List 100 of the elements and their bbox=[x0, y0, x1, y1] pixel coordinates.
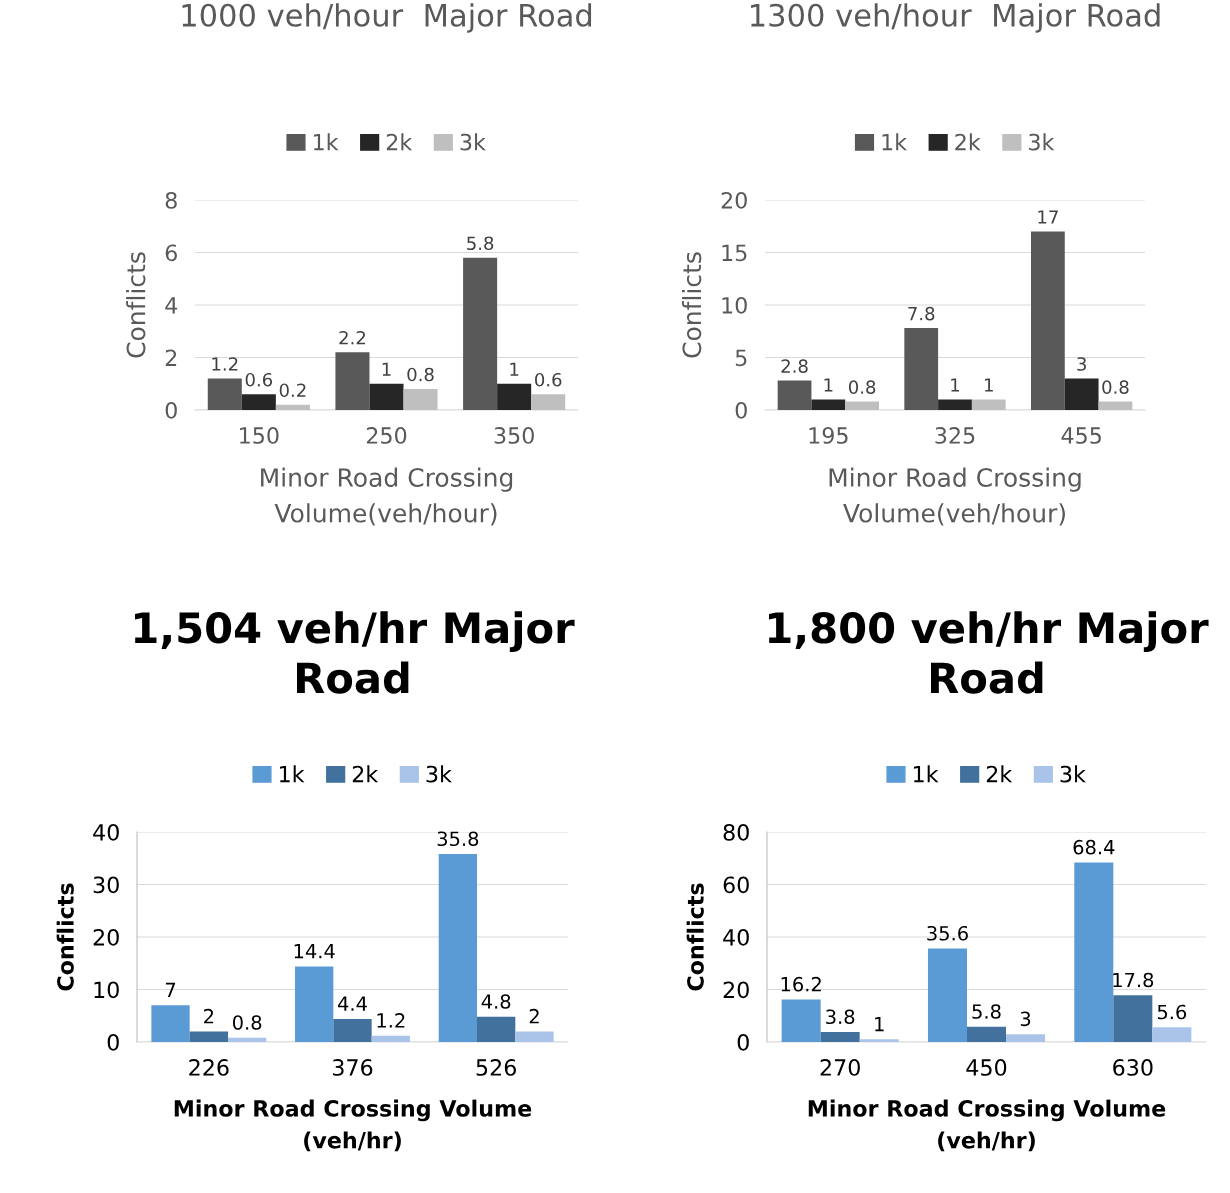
legend-label: 2k bbox=[986, 765, 1013, 783]
y-axis-title: Conflicts bbox=[686, 883, 704, 991]
data-label: 0.8 bbox=[232, 1015, 262, 1030]
y-tick-label: 20 bbox=[723, 981, 749, 999]
bar bbox=[811, 399, 846, 410]
y-tick-label: 6 bbox=[165, 244, 177, 262]
data-label: 68.4 bbox=[1073, 839, 1115, 855]
bar bbox=[859, 1039, 899, 1042]
bar bbox=[438, 854, 478, 1042]
bar bbox=[241, 394, 276, 410]
x-tick-label: 630 bbox=[1113, 1059, 1153, 1076]
data-label: 1 bbox=[382, 362, 391, 376]
data-label: 0.8 bbox=[848, 380, 876, 394]
y-tick-label: 8 bbox=[165, 191, 177, 209]
data-label: 2 bbox=[529, 1008, 539, 1024]
bar bbox=[971, 399, 1006, 410]
y-tick-label: 30 bbox=[93, 876, 119, 894]
bar bbox=[369, 383, 404, 410]
legend-label: 3k bbox=[1060, 765, 1086, 783]
data-label: 2.8 bbox=[781, 359, 808, 373]
x-tick-label: 325 bbox=[935, 427, 975, 444]
y-tick-label: 15 bbox=[722, 244, 747, 262]
bar bbox=[938, 399, 972, 410]
x-tick-label: 195 bbox=[809, 427, 848, 444]
bar bbox=[333, 1018, 372, 1042]
bar bbox=[497, 383, 532, 410]
bar bbox=[1074, 862, 1114, 1042]
chart-title: 1300 veh/hour Major Road bbox=[751, 3, 1160, 33]
data-label: 5.8 bbox=[467, 236, 494, 251]
data-label: 2.2 bbox=[339, 330, 365, 345]
bar bbox=[1006, 1034, 1046, 1042]
y-tick-label: 10 bbox=[722, 296, 747, 314]
data-label: 2 bbox=[204, 1008, 214, 1024]
bar bbox=[820, 1032, 860, 1042]
bar bbox=[1064, 378, 1099, 410]
data-label: 0.8 bbox=[407, 367, 434, 382]
x-axis-title: Minor Road Crossing Volume(veh/hour) bbox=[829, 467, 1081, 526]
bar bbox=[1031, 231, 1065, 410]
bar bbox=[904, 328, 939, 410]
legend-label: 1k bbox=[882, 133, 907, 151]
legend-label: 3k bbox=[460, 133, 486, 151]
legend-label: 2k bbox=[352, 765, 379, 783]
bar bbox=[403, 389, 438, 410]
x-tick-label: 150 bbox=[240, 427, 279, 444]
data-label: 0.2 bbox=[279, 383, 306, 398]
data-label: 7.8 bbox=[908, 306, 935, 321]
y-tick-label: 2 bbox=[165, 349, 177, 366]
x-tick-label: 350 bbox=[494, 427, 534, 444]
data-label: 0.6 bbox=[535, 372, 562, 387]
bar bbox=[275, 404, 310, 410]
data-label: 14.4 bbox=[294, 944, 335, 959]
bar bbox=[845, 401, 879, 410]
y-axis-title: Conflicts bbox=[126, 252, 146, 358]
bar bbox=[335, 352, 370, 410]
y-tick-label: 80 bbox=[723, 823, 749, 841]
y-tick-label: 20 bbox=[721, 191, 747, 209]
bar bbox=[227, 1037, 267, 1042]
data-label: 17.8 bbox=[1113, 972, 1154, 988]
y-tick-label: 10 bbox=[94, 981, 119, 999]
bar bbox=[295, 966, 334, 1042]
chart-title: 1000 veh/hour Major Road bbox=[182, 3, 592, 33]
x-tick-label: 250 bbox=[366, 427, 407, 444]
data-label: 3.8 bbox=[826, 1009, 855, 1025]
bar bbox=[966, 1026, 1007, 1042]
data-label: 4.8 bbox=[481, 994, 511, 1009]
bar bbox=[1152, 1027, 1192, 1042]
bar bbox=[1098, 401, 1133, 410]
bar bbox=[207, 378, 242, 410]
bar bbox=[777, 380, 812, 410]
y-tick-label: 4 bbox=[165, 297, 178, 314]
y-tick-label: 0 bbox=[107, 1033, 119, 1051]
x-tick-label: 226 bbox=[189, 1059, 229, 1076]
y-tick-label: 0 bbox=[737, 1033, 749, 1051]
legend-label: 1k bbox=[279, 765, 305, 783]
y-tick-label: 0 bbox=[735, 401, 747, 419]
legend-label: 3k bbox=[426, 765, 452, 783]
y-tick-label: 60 bbox=[723, 876, 749, 894]
y-tick-label: 5 bbox=[735, 349, 747, 367]
y-axis-title: Conflicts bbox=[56, 883, 74, 991]
data-label: 35.6 bbox=[927, 925, 968, 941]
data-label: 3 bbox=[1020, 1011, 1031, 1027]
legend-label: 1k bbox=[913, 765, 939, 783]
bar bbox=[151, 1005, 190, 1042]
data-label: 0.8 bbox=[1102, 380, 1129, 394]
x-tick-label: 450 bbox=[966, 1059, 1007, 1076]
data-label: 1.2 bbox=[212, 357, 238, 371]
data-label: 4.4 bbox=[337, 996, 367, 1011]
y-tick-label: 0 bbox=[165, 401, 177, 419]
x-tick-label: 526 bbox=[476, 1059, 516, 1076]
data-label: 5.6 bbox=[1157, 1004, 1187, 1020]
y-axis-title: Conflicts bbox=[681, 252, 702, 358]
data-label: 1 bbox=[824, 378, 833, 392]
x-tick-label: 455 bbox=[1061, 427, 1101, 444]
data-label: 0.6 bbox=[245, 372, 273, 387]
data-label: 5.8 bbox=[972, 1004, 1001, 1019]
y-tick-label: 40 bbox=[93, 823, 119, 841]
bar bbox=[515, 1031, 554, 1042]
data-label: 35.8 bbox=[437, 831, 479, 847]
data-label: 1 bbox=[875, 1016, 884, 1032]
data-label: 7 bbox=[165, 982, 176, 998]
